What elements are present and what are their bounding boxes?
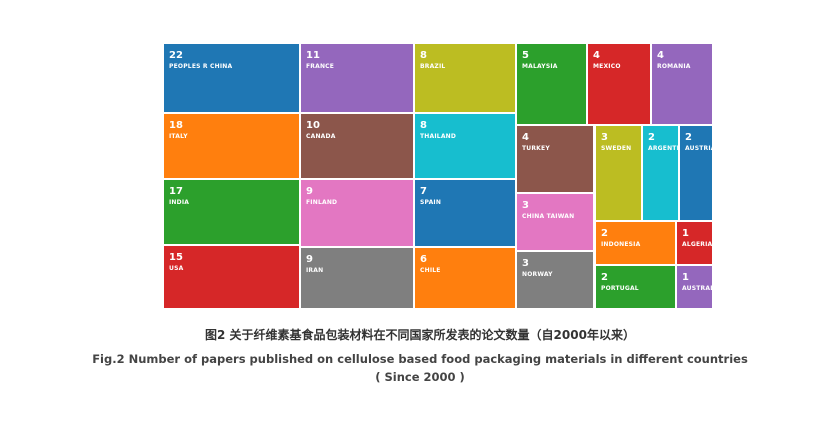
cell-label: THAILAND	[420, 133, 457, 140]
cell-value: 6	[420, 254, 427, 265]
cell-label: NORWAY	[522, 271, 553, 278]
cell-label: CANADA	[306, 133, 336, 140]
cell-label: ARGENTINA	[648, 145, 678, 152]
caption-chinese: 图2 关于纤维素基食品包装材料在不同国家所发表的论文数量（自2000年以来）	[205, 328, 635, 342]
cell-label: INDIA	[169, 199, 190, 206]
cell-label: CHILE	[420, 267, 441, 274]
cell-label: MEXICO	[593, 63, 621, 70]
treemap-cell-italy: 18 ITALY	[164, 114, 299, 178]
treemap-cell-canada: 10 CANADA	[301, 114, 413, 178]
cell-value: 22	[169, 50, 183, 61]
caption-english-line2: ( Since 2000 )	[375, 370, 465, 384]
treemap-cell-france: 11 FRANCE	[301, 44, 413, 112]
cell-label: IRAN	[306, 267, 324, 274]
cell-value: 4	[522, 132, 529, 143]
cell-value: 3	[522, 200, 529, 211]
cell-value: 9	[306, 254, 313, 265]
cell-label: ALGERIA	[682, 241, 712, 248]
treemap-cell-australia: 1 AUSTRALIA	[677, 266, 712, 308]
treemap-cell-romania: 4 ROMANIA	[652, 44, 712, 124]
treemap-cell-chile: 6 CHILE	[415, 248, 515, 308]
cell-label: MALAYSIA	[522, 63, 558, 70]
cell-value: 4	[657, 50, 664, 61]
treemap-cell-austria: 2 AUSTRIA	[680, 126, 712, 220]
cell-value: 2	[685, 132, 692, 143]
treemap-cell-argentina: 2 ARGENTINA	[643, 126, 678, 220]
treemap-cell-indonesia: 2 INDONESIA	[596, 222, 675, 264]
treemap-cell-finland: 9 FINLAND	[301, 180, 413, 246]
treemap-cell-usa: 15 USA	[164, 246, 299, 308]
treemap-cell-norway: 3 NORWAY	[517, 252, 593, 308]
treemap-cell-malaysia: 5 MALAYSIA	[517, 44, 586, 124]
treemap-cell-turkey: 4 TURKEY	[517, 126, 593, 192]
cell-value: 2	[601, 272, 608, 283]
cell-value: 9	[306, 186, 313, 197]
cell-label: PEOPLES R CHINA	[169, 63, 233, 70]
treemap-cell-algeria: 1 ALGERIA	[677, 222, 712, 264]
caption-english-line1: Fig.2 Number of papers published on cell…	[92, 352, 748, 366]
cell-value: 8	[420, 120, 427, 131]
cell-label: SPAIN	[420, 199, 442, 206]
cell-label: USA	[169, 265, 184, 272]
treemap-cell-portugal: 2 PORTUGAL	[596, 266, 675, 308]
treemap-cell-iran: 9 IRAN	[301, 248, 413, 308]
cell-label: SWEDEN	[601, 145, 632, 152]
cell-value: 18	[169, 120, 183, 131]
cell-label: AUSTRALIA	[682, 285, 712, 292]
cell-value: 3	[601, 132, 608, 143]
cell-value: 1	[682, 272, 689, 283]
cell-value: 7	[420, 186, 427, 197]
cell-value: 3	[522, 258, 529, 269]
treemap-cell-spain: 7 SPAIN	[415, 180, 515, 246]
cell-value: 11	[306, 50, 320, 61]
cell-value: 1	[682, 228, 689, 239]
treemap-cell-sweden: 3 SWEDEN	[596, 126, 641, 220]
cell-value: 8	[420, 50, 427, 61]
cell-label: ITALY	[169, 133, 188, 140]
cell-value: 2	[648, 132, 655, 143]
cell-label: PORTUGAL	[601, 285, 639, 292]
treemap: 22 PEOPLES R CHINA 18 ITALY 17 INDIA 15 USA 11 FR…	[164, 44, 712, 308]
cell-value: 4	[593, 50, 600, 61]
cell-value: 17	[169, 186, 183, 197]
cell-label: ROMANIA	[657, 63, 691, 70]
treemap-cell-thailand: 8 THAILAND	[415, 114, 515, 178]
treemap-cell-india: 17 INDIA	[164, 180, 299, 244]
cell-label: AUSTRIA	[685, 145, 712, 152]
treemap-cell-peoples-r-china: 22 PEOPLES R CHINA	[164, 44, 299, 112]
cell-value: 2	[601, 228, 608, 239]
cell-value: 15	[169, 252, 183, 263]
cell-label: TURKEY	[522, 145, 550, 152]
cell-label: CHINA TAIWAN	[522, 213, 575, 220]
treemap-cell-china-taiwan: 3 CHINA TAIWAN	[517, 194, 593, 250]
caption-english: Fig.2 Number of papers published on cell…	[0, 350, 840, 386]
cell-value: 5	[522, 50, 529, 61]
treemap-cell-brazil: 8 BRAZIL	[415, 44, 515, 112]
cell-label: FRANCE	[306, 63, 335, 70]
cell-label: BRAZIL	[420, 63, 446, 70]
cell-label: INDONESIA	[601, 241, 641, 248]
cell-label: FINLAND	[306, 199, 338, 206]
cell-value: 10	[306, 120, 320, 131]
treemap-cell-mexico: 4 MEXICO	[588, 44, 650, 124]
